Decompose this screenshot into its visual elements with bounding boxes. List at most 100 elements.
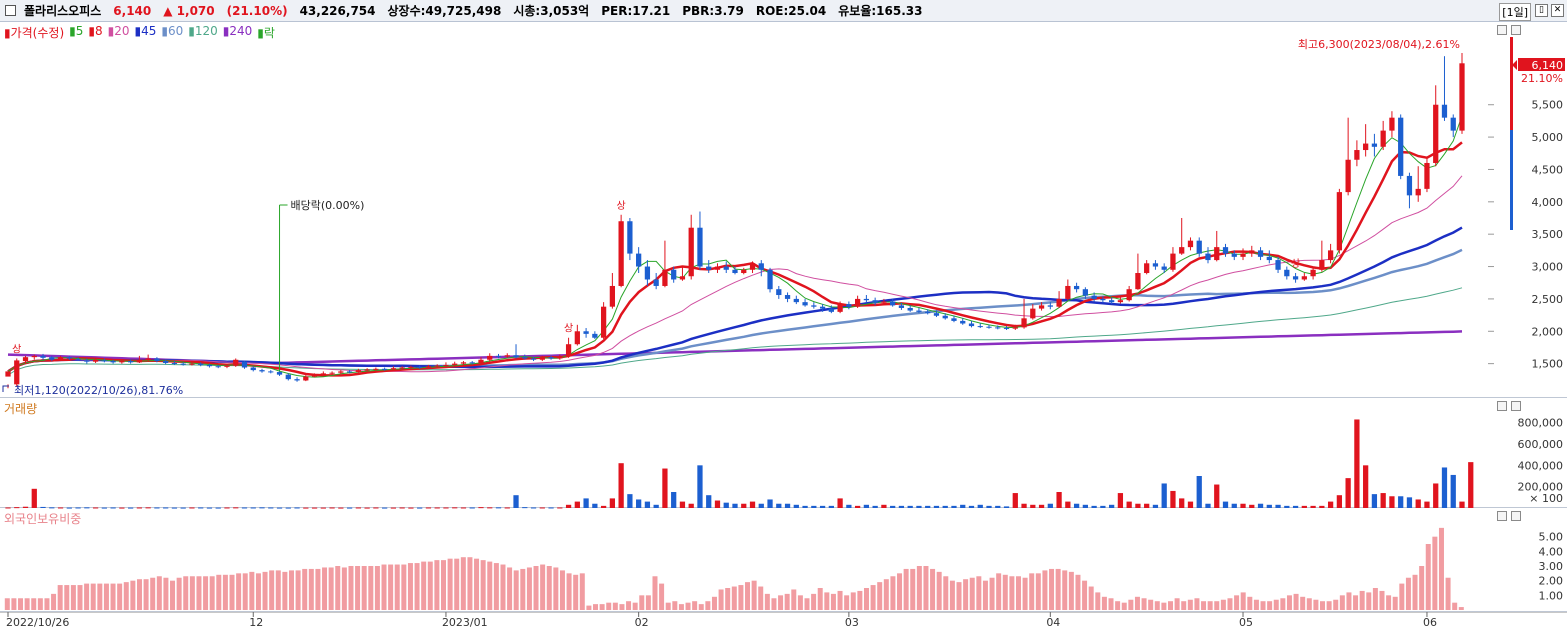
panel-restore-button[interactable] [1497, 401, 1507, 411]
foreign-bar [645, 595, 651, 610]
volume-bar [84, 507, 90, 509]
foreign-bar [394, 564, 400, 610]
panel-restore-button[interactable] [1497, 25, 1507, 35]
foreign-bar [718, 589, 724, 610]
foreign-bar [77, 585, 83, 610]
foreign-bar [857, 590, 863, 610]
foreign-bar [870, 585, 876, 610]
volume-bar [723, 502, 729, 508]
foreign-bar [110, 583, 116, 610]
close-button[interactable]: ✕ [1551, 4, 1564, 17]
foreign-bar [1022, 577, 1028, 610]
volume-bar [101, 507, 107, 509]
panel-restore-button[interactable] [1497, 511, 1507, 521]
candle-body [49, 357, 55, 360]
legend-item: ▮45 [134, 24, 157, 38]
volume-bar [1082, 504, 1088, 508]
foreign-tick-label: 5.00 [1539, 531, 1564, 544]
volume-bar [837, 498, 843, 508]
candle-body [951, 318, 957, 321]
volume-bar [1065, 501, 1071, 508]
candle-body [863, 298, 870, 301]
volume-bar [907, 505, 913, 508]
foreign-bar [1141, 598, 1147, 610]
candle-body [75, 359, 81, 361]
volume-bar [933, 505, 940, 508]
candle-body [206, 364, 213, 367]
panel-close-button[interactable] [1511, 401, 1521, 411]
candle-body [250, 367, 256, 371]
volume-bar [706, 495, 712, 508]
candle-body [530, 358, 537, 360]
candle-body [1222, 247, 1229, 254]
volume-bar [49, 507, 55, 509]
foreign-bar [652, 576, 658, 610]
volume-bar [1073, 503, 1080, 508]
volume-bar [565, 504, 572, 508]
volume-bar [320, 507, 326, 509]
foreign-bar [1115, 601, 1121, 610]
foreign-bar [441, 560, 446, 610]
volume-bar [881, 504, 887, 508]
foreign-bar [890, 576, 896, 610]
volume-bar [1205, 503, 1211, 508]
price-tick-label: 5,000 [1532, 131, 1564, 144]
foreign-bar [1253, 599, 1259, 610]
volume-bar [986, 505, 992, 508]
candle-body [1345, 159, 1351, 193]
candle-body [522, 357, 528, 359]
foreign-bar [421, 561, 427, 610]
restore-button[interactable]: ▯ [1535, 4, 1548, 17]
volume-bar [1406, 497, 1413, 508]
foreign-bar [764, 593, 770, 610]
candle-body [66, 357, 72, 359]
foreign-bar [1326, 601, 1332, 610]
foreign-bar [963, 579, 969, 610]
candle-body [986, 326, 992, 328]
candle-body [1117, 300, 1124, 303]
candle-body [513, 355, 519, 358]
foreign-bar [37, 598, 43, 610]
price-tick-label: 4,000 [1532, 196, 1564, 209]
volume-bar [1170, 490, 1176, 508]
volume-bar [198, 507, 204, 509]
foreign-bar [916, 566, 922, 610]
volume-bar [22, 506, 29, 508]
foreign-bar [1366, 592, 1372, 610]
volume-bar [1117, 493, 1124, 508]
volume-bar [819, 505, 826, 508]
select-checkbox[interactable] [5, 5, 16, 16]
volume-bar [662, 468, 668, 508]
period-selector[interactable]: [1일] [1499, 3, 1531, 21]
foreign-bar [877, 582, 883, 610]
volume-bar [443, 507, 449, 509]
foreign-bar [1194, 598, 1200, 610]
listed-shares: 상장수:49,725,498 [387, 4, 502, 18]
x-tick-label: 03 [845, 616, 859, 629]
foreign-bar [322, 567, 328, 610]
foreign-bar [540, 564, 546, 610]
volume-bar [338, 507, 344, 509]
foreign-bar [599, 604, 605, 610]
candle-body [346, 371, 353, 373]
foreign-bar [1181, 601, 1187, 610]
candle-body [171, 362, 178, 364]
volume-bar [671, 492, 677, 508]
candle-body [101, 360, 107, 362]
candle-body [31, 355, 37, 358]
candle-body [749, 263, 756, 270]
foreign-bar [374, 566, 380, 610]
foreign-bar [97, 583, 103, 610]
volume-bar [452, 507, 458, 509]
panel-close-button[interactable] [1511, 511, 1521, 521]
volume-bar [618, 463, 624, 508]
panel-close-button[interactable] [1511, 25, 1521, 35]
foreign-bar [1379, 590, 1385, 610]
foreign-bar [1187, 599, 1193, 610]
foreign-bar [414, 563, 420, 610]
volume-bar [522, 507, 528, 509]
foreign-bar [1015, 576, 1021, 610]
foreign-bar [84, 583, 90, 610]
foreign-bar [711, 596, 717, 610]
